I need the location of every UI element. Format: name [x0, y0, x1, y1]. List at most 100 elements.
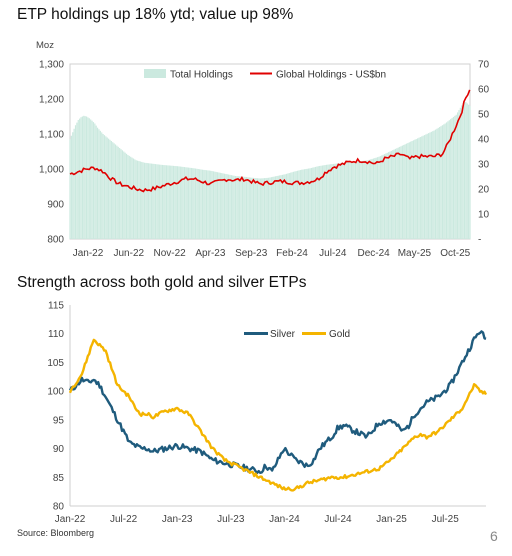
total-holdings-bar [469, 106, 471, 239]
total-holdings-bar [186, 167, 188, 239]
total-holdings-bar [466, 103, 468, 239]
total-holdings-bar [251, 177, 253, 239]
total-holdings-bar [87, 117, 89, 239]
total-holdings-bar [429, 132, 431, 239]
total-holdings-bar [463, 100, 466, 239]
total-holdings-bar [383, 154, 386, 239]
total-holdings-bar [448, 120, 450, 239]
total-holdings-bar [445, 122, 448, 239]
total-holdings-bar [462, 103, 464, 239]
x-tick-label: Jul-25 [432, 514, 460, 525]
total-holdings-bar [332, 163, 335, 239]
total-holdings-bar [214, 171, 216, 239]
total-holdings-bar [85, 116, 88, 239]
total-holdings-bar [132, 158, 135, 239]
total-holdings-bar [143, 162, 146, 239]
total-holdings-bar [381, 155, 383, 239]
total-holdings-bar [259, 178, 261, 239]
x-tick-label: Apr-23 [195, 248, 225, 259]
total-holdings-bar [394, 148, 397, 239]
total-holdings-bar [157, 164, 159, 239]
total-holdings-bar [108, 138, 110, 239]
x-tick-label: Jul-24 [324, 514, 352, 525]
total-holdings-bar [421, 136, 423, 239]
total-holdings-bar [149, 163, 151, 239]
total-holdings-bar [273, 176, 275, 239]
total-holdings-bar [99, 130, 101, 239]
total-holdings-bar [232, 175, 234, 239]
x-tick-label: Feb-24 [276, 248, 308, 259]
total-holdings-bar [95, 125, 97, 239]
total-holdings-bar [131, 157, 133, 239]
total-holdings-bar [338, 163, 340, 239]
total-holdings-bar [428, 133, 430, 239]
total-holdings-bar [116, 145, 118, 239]
total-holdings-bar [437, 127, 439, 239]
total-holdings-bar [183, 167, 186, 239]
source-note: Source: Bloomberg [17, 528, 95, 538]
total-holdings-bar [207, 170, 209, 239]
x-tick-label: Jun-22 [114, 248, 145, 259]
total-holdings-bar [388, 152, 390, 239]
total-holdings-bar [439, 127, 441, 239]
total-holdings-bar [412, 140, 415, 239]
total-holdings-bar [102, 134, 104, 239]
total-holdings-bar [443, 124, 445, 239]
total-holdings-bar [181, 166, 183, 239]
y-left-tick-label: 1,200 [39, 95, 64, 106]
total-holdings-bar [219, 172, 221, 239]
total-holdings-bar [113, 143, 115, 239]
y-tick-label: 95 [53, 415, 65, 426]
total-holdings-bar [306, 168, 308, 239]
total-holdings-bar [408, 142, 410, 239]
total-holdings-bar [440, 126, 442, 239]
total-holdings-bar [247, 177, 249, 239]
total-holdings-bar [84, 116, 86, 239]
total-holdings-bar [218, 172, 220, 239]
total-holdings-bar [190, 167, 192, 239]
total-holdings-bar [407, 142, 409, 239]
total-holdings-bar [314, 166, 317, 239]
total-holdings-bar [256, 178, 259, 239]
total-holdings-bar [265, 177, 267, 239]
y-tick-label: 110 [48, 329, 64, 340]
total-holdings-bar [334, 163, 336, 239]
total-holdings-bar [120, 149, 122, 239]
total-holdings-bar [125, 153, 128, 239]
total-holdings-bar [168, 165, 170, 239]
total-holdings-bar [405, 143, 408, 239]
total-holdings-bar [92, 122, 95, 239]
total-holdings-bar [170, 165, 172, 239]
total-holdings-bar [296, 170, 299, 239]
total-holdings-bar [136, 160, 139, 239]
total-holdings-bar [230, 175, 232, 239]
x-tick-label: Nov-22 [153, 248, 186, 259]
total-holdings-bar [456, 112, 459, 239]
total-holdings-bar [276, 176, 278, 239]
total-holdings-bar [378, 156, 380, 239]
total-holdings-bar [353, 161, 355, 239]
total-holdings-bar [245, 177, 248, 239]
total-holdings-bar [287, 173, 289, 239]
total-holdings-bar [370, 159, 372, 239]
total-holdings-bar [240, 176, 242, 239]
total-holdings-bar [176, 166, 179, 239]
total-holdings-bar [368, 159, 370, 239]
total-holdings-bar [203, 169, 205, 239]
total-holdings-bar [361, 160, 364, 239]
total-holdings-bar [188, 167, 190, 239]
y-tick-label: 100 [47, 387, 64, 398]
total-holdings-bar [285, 173, 288, 239]
total-holdings-bar [354, 161, 357, 239]
y-right-tick-label: 10 [478, 210, 490, 221]
total-holdings-bar [399, 146, 401, 239]
total-holdings-bar [349, 162, 351, 239]
total-holdings-bar [281, 174, 284, 239]
total-holdings-bar [164, 165, 166, 239]
total-holdings-bar [153, 163, 155, 239]
total-holdings-bar [141, 161, 143, 239]
total-holdings-bar [114, 144, 117, 239]
total-holdings-bar [379, 156, 381, 239]
legend-silver-label: Silver [270, 329, 296, 340]
x-tick-label: Jan-22 [55, 514, 86, 525]
